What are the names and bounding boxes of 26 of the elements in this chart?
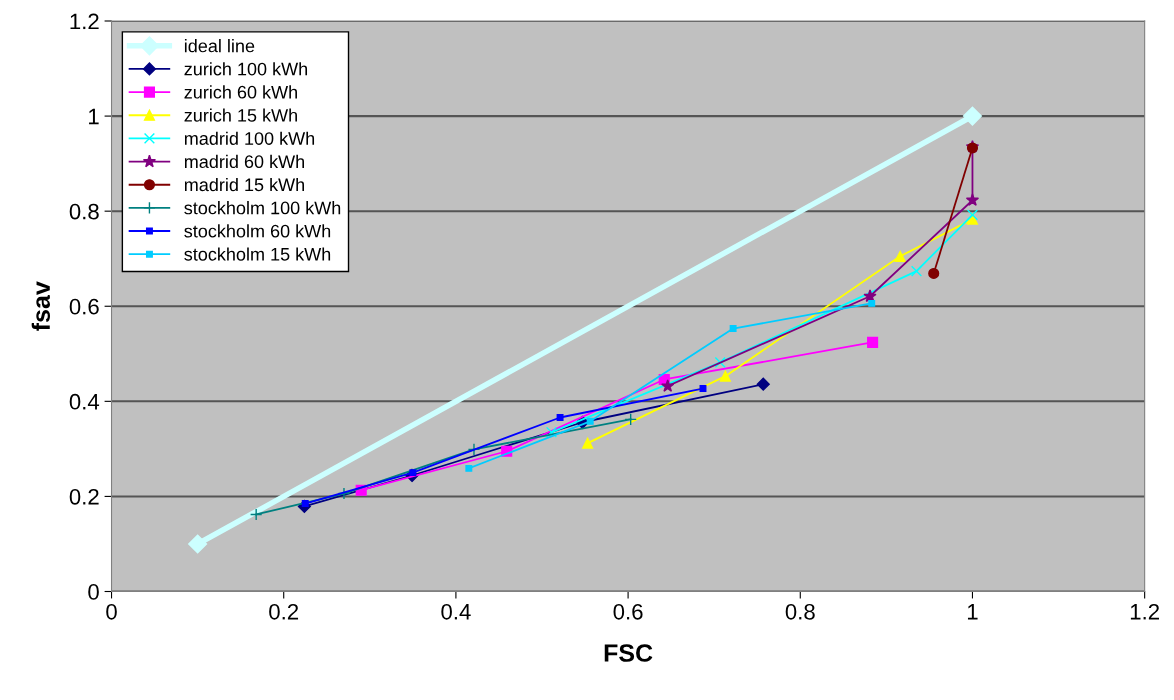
y-tick-label: 0.4 [69,393,100,410]
x-tick-label: 0 [106,603,117,620]
legend-label: madrid 15 kWh [184,177,304,192]
x-tick-label: 1.2 [1130,603,1159,620]
y-axis-title: fsav [31,281,51,331]
y-tick-label: 0.8 [69,203,99,220]
y-tick-label: 1.2 [70,13,99,30]
x-tick-label: 1 [967,604,978,620]
legend-label: zurich 15 kWh [184,108,297,122]
legend-label: zurich 100 kWh [184,62,308,76]
x-tick-label: 0.2 [269,603,299,620]
legend-label: stockholm 15 kWh [184,247,331,261]
y-tick-label: 1 [89,108,99,125]
x-tick-label: 0.8 [785,603,815,620]
x-tick-label: 0.6 [613,603,643,620]
legend-label: madrid 60 kWh [184,154,304,169]
x-axis-title: FSC [604,644,653,662]
legend-label: madrid 100 kWh [184,131,315,145]
x-tick-label: 0.4 [441,603,471,620]
y-tick-label: 0.6 [69,298,99,315]
legend-label: stockholm 100 kWh [184,201,341,215]
legend-label: zurich 60 kWh [184,85,297,99]
y-tick-label: 0.2 [69,488,99,505]
legend-label: ideal line [184,39,255,53]
y-tick-label: 0 [88,584,99,600]
legend-label: stockholm 60 kWh [184,224,331,238]
